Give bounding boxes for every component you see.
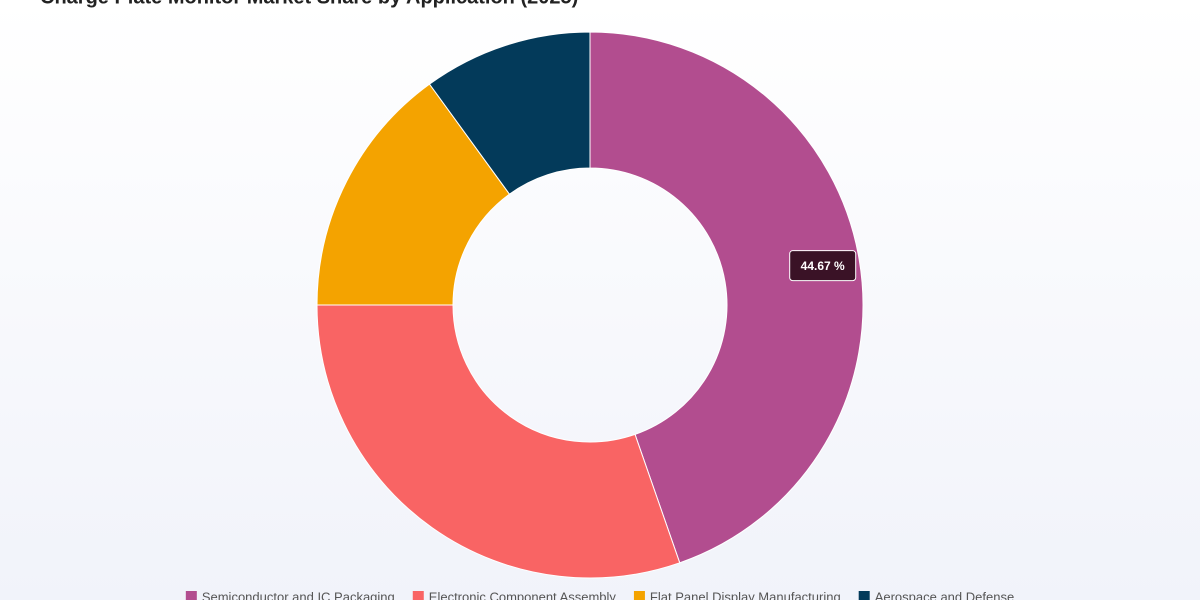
legend-swatch — [412, 591, 424, 600]
slice — [428, 31, 591, 195]
chart-title: Charge Plate Monitor Market Share by App… — [40, 0, 578, 8]
legend-label: Flat Panel Display Manufacturing — [650, 589, 841, 600]
legend-item: Electronic Component Assembly — [412, 589, 617, 600]
legend-item: Semiconductor and IC Packaging — [185, 589, 395, 600]
legend-label: Semiconductor and IC Packaging — [202, 589, 395, 600]
label-bg — [789, 250, 857, 282]
slice — [316, 83, 511, 306]
legend-swatch — [633, 591, 645, 600]
legend-item: Aerospace and Defense — [858, 589, 1014, 600]
legend-label: Aerospace and Defense — [875, 589, 1014, 600]
legend-swatch — [858, 591, 870, 600]
slice — [316, 304, 681, 579]
legend-label: Electronic Component Assembly — [429, 589, 617, 600]
value-label-box: 44.67 % — [789, 250, 857, 282]
slice — [589, 31, 864, 564]
legend-swatch — [185, 591, 197, 600]
legend-item: Flat Panel Display Manufacturing — [633, 589, 841, 600]
value-label: 44.67 % — [801, 259, 845, 273]
legend: Semiconductor and IC Packaging Electronic… — [185, 589, 1014, 600]
